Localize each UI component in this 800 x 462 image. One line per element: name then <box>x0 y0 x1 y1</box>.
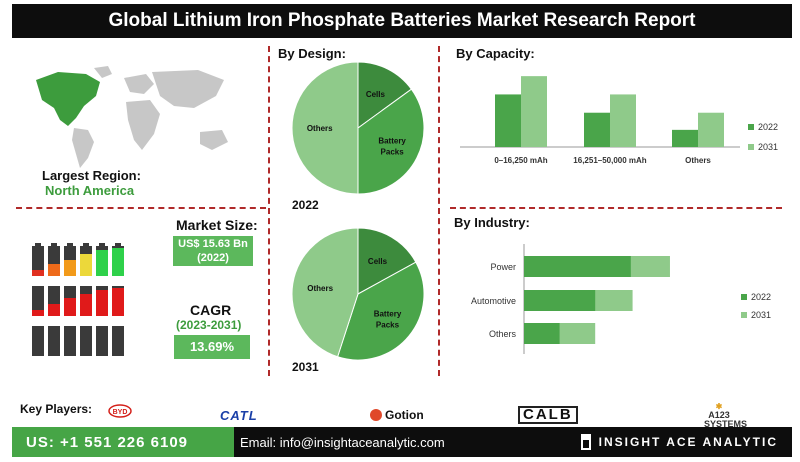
cagr-period: (2023-2031) <box>176 318 242 332</box>
market-size-value: US$ 15.63 Bn <box>178 238 248 250</box>
capacity-tick-0: 0–16,250 mAh <box>494 156 547 165</box>
pie-slice-others <box>291 227 359 358</box>
industry-tick-2: Others <box>489 329 517 339</box>
battery-row-2 <box>32 286 124 316</box>
pie-label-others: Others <box>307 124 333 133</box>
capacity-bar-2031-0 <box>521 76 547 147</box>
design-title: By Design: <box>278 46 346 61</box>
capacity-bar-2022-1 <box>584 112 610 147</box>
gotion-logo: Gotion <box>370 408 424 422</box>
divider-left-horizontal <box>16 207 266 209</box>
battery-icons <box>32 243 124 356</box>
capacity-bar-2022-0 <box>495 94 521 147</box>
svg-text:BYD: BYD <box>113 409 128 416</box>
europe-shape <box>124 74 154 94</box>
pie-slice-cells <box>357 61 413 129</box>
a123-logo: ✱ A123 SYSTEMS <box>704 402 748 429</box>
capacity-title: By Capacity: <box>456 46 535 61</box>
catl-logo: CATL <box>220 408 258 423</box>
capacity-bar-2031-2 <box>698 112 724 147</box>
world-map <box>36 66 228 168</box>
capacity-bar-chart: 0–16,250 mAh 16,251–50,000 mAh Others 2022 2… <box>460 76 778 165</box>
capacity-legend-swatch-2031 <box>748 144 754 150</box>
pie-label-battery-packs: Battery Packs <box>374 309 402 329</box>
africa-shape <box>126 100 160 150</box>
largest-region-value: North America <box>45 183 135 198</box>
pie-label-others: Others <box>307 284 333 293</box>
pie-slice-others <box>291 61 359 195</box>
industry-tick-1: Automotive <box>471 296 516 306</box>
key-players-label: Key Players: <box>20 402 93 416</box>
largest-region-label: Largest Region: <box>42 168 141 183</box>
capacity-legend-2022: 2022 <box>758 122 778 132</box>
market-size-year: (2022) <box>197 252 229 264</box>
industry-bar-2022-2 <box>524 323 560 344</box>
industry-legend-swatch-2022 <box>741 294 747 300</box>
industry-legend-swatch-2031 <box>741 312 747 318</box>
industry-bar-chart: Power Automotive Others 2022 2031 <box>471 244 771 354</box>
pie-slice-battery-packs <box>336 261 425 361</box>
industry-bar-2022-1 <box>524 290 596 311</box>
industry-bar-2022-0 <box>524 256 631 277</box>
brand-logo-icon <box>580 434 591 450</box>
capacity-tick-1: 16,251–50,000 mAh <box>573 156 647 165</box>
market-size-label: Market Size: <box>176 217 258 233</box>
australia-shape <box>200 130 228 150</box>
cagr-label: CAGR <box>190 302 232 318</box>
market-size-box: US$ 15.63 Bn (2022) <box>173 236 253 266</box>
divider-left <box>268 46 270 376</box>
capacity-tick-2: Others <box>685 156 711 165</box>
industry-tick-0: Power <box>490 262 516 272</box>
pie-slice-battery-packs <box>357 88 425 195</box>
cagr-box: 13.69% <box>174 335 250 359</box>
pie-slice-cells <box>357 227 417 295</box>
capacity-bar-2031-1 <box>610 94 636 147</box>
design-pie-2022: Cells Battery Packs Others <box>291 61 425 195</box>
pie-label-cells: Cells <box>366 90 386 99</box>
south-america-shape <box>72 128 94 168</box>
design-pie-2022-caption: 2022 <box>292 198 319 212</box>
asia-shape <box>152 70 224 108</box>
pie-label-cells: Cells <box>368 257 388 266</box>
design-pie-2031: Cells Battery Packs Others <box>291 227 425 361</box>
footer-bar: Email: info@insightaceanalytic.com INSIG… <box>234 427 792 457</box>
footer-brand: INSIGHT ACE ANALYTIC <box>580 427 778 457</box>
battery-row-3 <box>32 326 124 356</box>
capacity-legend-swatch-2022 <box>748 124 754 130</box>
calb-logo: CALB <box>518 406 578 424</box>
capacity-legend-2031: 2031 <box>758 142 778 152</box>
divider-right <box>438 46 440 376</box>
byd-logo: BYD <box>108 404 132 423</box>
footer-email: Email: info@insightaceanalytic.com <box>240 434 445 450</box>
industry-legend-2031: 2031 <box>751 310 771 320</box>
design-pie-2031-caption: 2031 <box>292 360 319 374</box>
capacity-bar-2022-2 <box>672 129 698 147</box>
gotion-mark-icon <box>370 409 382 421</box>
industry-title: By Industry: <box>454 215 530 230</box>
a123-mark-icon: ✱ <box>715 402 723 411</box>
pie-label-battery-packs: Battery Packs <box>378 136 406 156</box>
north-america-shape <box>36 72 100 126</box>
industry-legend-2022: 2022 <box>751 292 771 302</box>
cagr-value: 13.69% <box>189 339 235 354</box>
divider-right-horizontal <box>450 207 782 209</box>
battery-row-1 <box>32 243 124 276</box>
report-title: Global Lithium Iron Phosphate Batteries … <box>12 4 792 38</box>
footer-phone: US: +1 551 226 6109 <box>12 427 234 457</box>
greenland-shape <box>94 66 112 78</box>
